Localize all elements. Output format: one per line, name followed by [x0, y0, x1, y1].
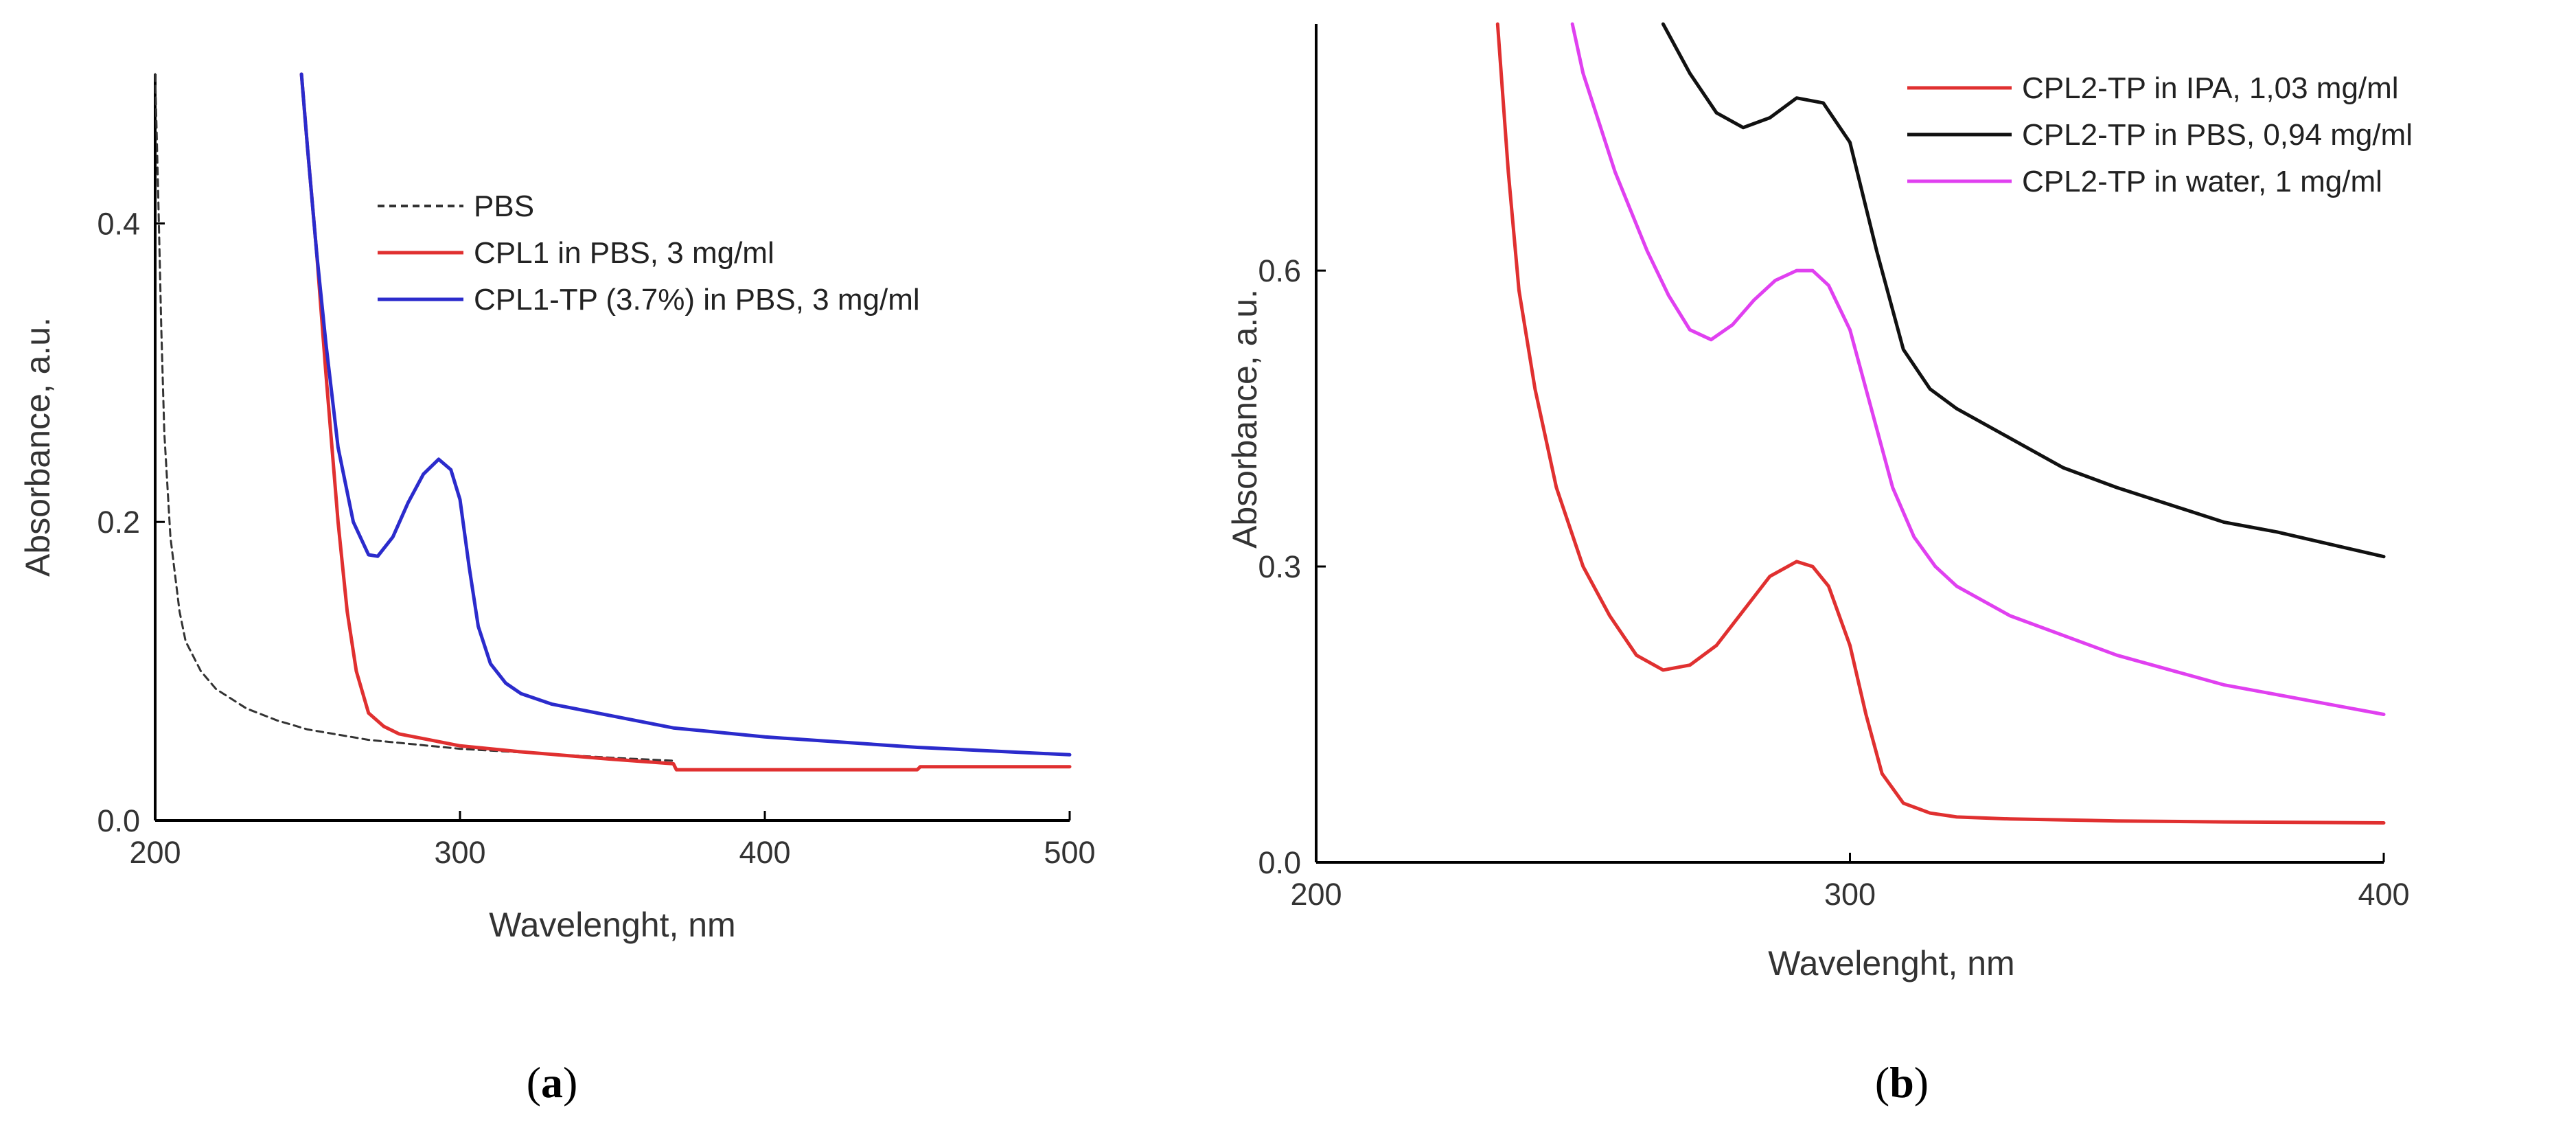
- panel-a-series-line-0: [154, 73, 675, 762]
- panel-b-y-tick-label: 0.6: [1258, 253, 1301, 288]
- panel-b-series-line-1: [1661, 22, 2386, 559]
- panel-a-y-tick-label: 0.2: [97, 505, 140, 540]
- panel-a-x-axis-title: Wavelenght, nm: [489, 906, 735, 944]
- panel-a-series-line-2: [299, 72, 1072, 757]
- panel-a-x-tick-label: 500: [1044, 835, 1095, 870]
- panel-b-legend: CPL2-TP in IPA, 1,03 mg/ml CPL2-TP in PB…: [1907, 71, 2413, 198]
- panel-a-label-letter: a: [541, 1058, 563, 1107]
- panel-a-y-tick-label: 0.4: [97, 206, 140, 241]
- panel-b-label-letter: b: [1889, 1058, 1914, 1107]
- panel-a-y-tick-label: 0.0: [97, 803, 140, 838]
- panel-b-x-axis-title: Wavelenght, nm: [1768, 944, 2014, 983]
- panel-b-y-axis-title: Absorbance, a.u.: [1226, 289, 1264, 549]
- panel-a-series-line-1: [299, 72, 1072, 772]
- panel-b-series-line-2: [1570, 22, 2386, 716]
- panel-b-legend-label-pbs: CPL2-TP in PBS, 0,94 mg/ml: [2022, 118, 2413, 152]
- panel-a-legend: PBS CPL1 in PBS, 3 mg/ml CPL1-TP (3.7%) …: [378, 189, 920, 317]
- panel-b-y-tick-label: 0.3: [1258, 549, 1301, 584]
- panel-b-chart: 200 300 400 0.0 0.3 0.6 Wavelenght, nm Absorb…: [1226, 22, 2413, 1107]
- panel-b-legend-label-ipa: CPL2-TP in IPA, 1,03 mg/ml: [2022, 71, 2399, 105]
- panel-a-legend-label-cpl1: CPL1 in PBS, 3 mg/ml: [474, 236, 774, 270]
- panel-b-x-tick-label: 200: [1290, 877, 1342, 912]
- panel-a-x-tick-label: 300: [434, 835, 485, 870]
- panel-b-x-tick-label: 300: [1824, 877, 1876, 912]
- panel-b-x-tick-label: 400: [2358, 877, 2409, 912]
- panel-a-legend-label-pbs: PBS: [474, 189, 534, 223]
- panel-a-legend-label-cpl1-tp: CPL1-TP (3.7%) in PBS, 3 mg/ml: [474, 283, 920, 317]
- panel-b-y-tick-label: 0.0: [1258, 845, 1301, 880]
- panel-a-chart: 200 300 400 500 0.0 0.2 0.4 Wavelenght, nm Abs…: [19, 72, 1096, 1107]
- panel-a-x-tick-label: 200: [129, 835, 181, 870]
- panel-b-label: (b): [1875, 1058, 1929, 1107]
- panel-b-series-line-0: [1495, 22, 2386, 825]
- panel-a-label: (a): [527, 1058, 578, 1107]
- panel-a-x-tick-label: 400: [739, 835, 790, 870]
- panel-b-legend-label-water: CPL2-TP in water, 1 mg/ml: [2022, 165, 2382, 198]
- panel-a-y-axis-title: Absorbance, a.u.: [19, 317, 57, 577]
